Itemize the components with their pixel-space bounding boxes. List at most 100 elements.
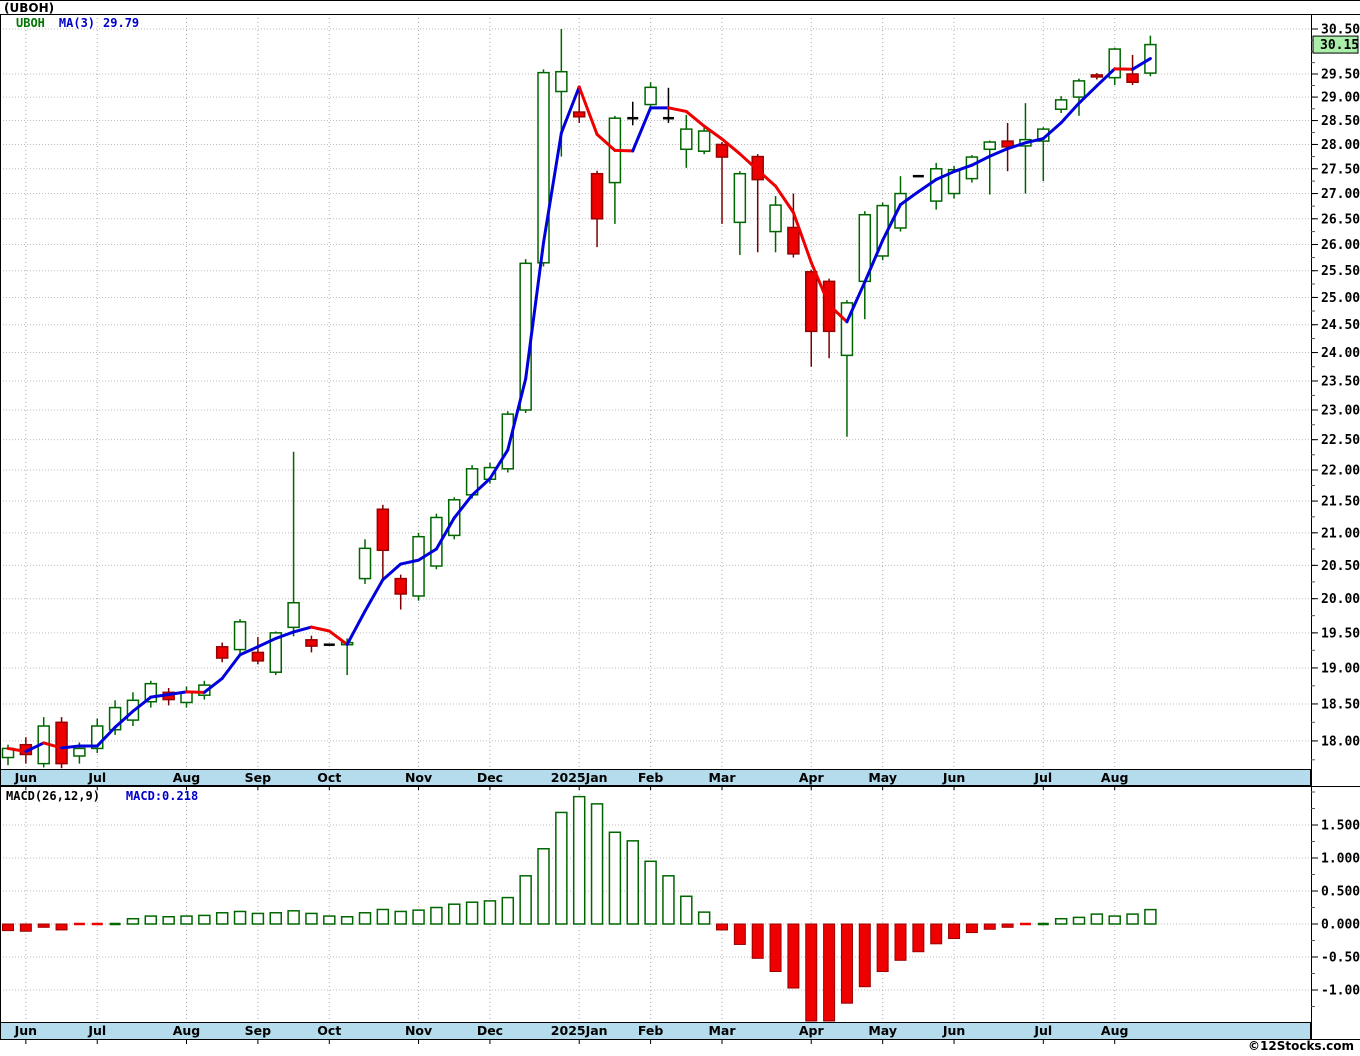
macd-bar-positive: [126, 917, 140, 925]
ma-line-segment: [631, 106, 653, 153]
ma-line-segment: [666, 106, 688, 113]
candlestick-up: [519, 262, 532, 411]
macd-dash: [73, 922, 85, 926]
price-axis-label: 26.50: [1321, 212, 1360, 227]
macd-bar-positive: [412, 909, 425, 925]
ma-line-segment: [542, 131, 563, 245]
month-label: Nov: [405, 770, 432, 785]
macd-bar-positive: [323, 915, 336, 925]
macd-bar-negative: [787, 923, 800, 989]
ma-line-segment: [381, 562, 403, 582]
ma-line-segment: [345, 609, 367, 646]
ma-line-segment: [1077, 84, 1099, 105]
macd-bar-positive: [162, 915, 175, 925]
macd-bar-positive: [233, 910, 247, 925]
month-label: Aug: [173, 770, 201, 785]
price-axis-label: 27.00: [1321, 187, 1360, 202]
macd-bar-negative: [37, 923, 50, 928]
macd-bar-positive: [1054, 917, 1068, 925]
macd-bar-positive: [215, 912, 229, 925]
ma-line-segment: [774, 184, 795, 215]
price-axis-label: 22.00: [1321, 464, 1360, 479]
month-label: Mar: [708, 1023, 736, 1038]
month-label: Jun: [14, 770, 37, 785]
candlestick-down: [251, 651, 265, 662]
price-axis-label: 19.50: [1321, 626, 1360, 641]
macd-bar-positive: [430, 906, 443, 925]
candlestick-up: [894, 192, 907, 229]
month-label: Dec: [477, 770, 503, 785]
month-label: Dec: [477, 1023, 503, 1038]
candlestick-up: [91, 725, 104, 750]
macd-bar-negative: [1001, 923, 1014, 928]
price-axis-label: 19.00: [1321, 661, 1360, 676]
macd-bar-positive: [198, 914, 211, 925]
macd-bar-negative: [983, 923, 996, 930]
macd-bar-positive: [697, 911, 711, 925]
macd-axis-label: 0.000: [1321, 918, 1360, 933]
price-axis-label: 20.00: [1321, 592, 1360, 607]
site-watermark: ©12Stocks.com: [1248, 1039, 1354, 1053]
macd-dash: [1037, 922, 1049, 926]
month-label: Apr: [799, 770, 825, 785]
macd-bar-positive: [626, 840, 639, 925]
macd-bar-positive: [662, 875, 675, 925]
candlestick-down: [215, 646, 229, 659]
month-label: Nov: [405, 1023, 432, 1038]
macd-dash: [1019, 922, 1031, 926]
ma-line-segment: [238, 645, 260, 657]
candlestick-up: [358, 547, 372, 580]
candlestick-up: [947, 169, 961, 195]
macd-bar-positive: [251, 912, 265, 925]
price-axis-label: 26.00: [1321, 238, 1360, 253]
ma-line-segment: [720, 137, 742, 156]
price-axis-label: 18.00: [1321, 734, 1360, 749]
macd-bar-negative: [2, 923, 14, 932]
ma-line-segment: [702, 124, 724, 141]
ma-line-segment: [131, 695, 153, 713]
ma-line-segment: [791, 211, 813, 264]
price-axis-label: 28.00: [1321, 138, 1360, 153]
ma-line-segment: [934, 170, 956, 181]
macd-bar-positive: [1144, 908, 1157, 925]
month-label: Aug: [173, 1023, 201, 1038]
macd-bar-positive: [1108, 915, 1121, 925]
ma-line-segment: [559, 85, 581, 135]
candlestick-up: [697, 130, 711, 152]
last-price-badge: [1312, 35, 1359, 54]
candlestick-up: [769, 204, 782, 233]
macd-bar-negative: [840, 923, 853, 1004]
macd-axis-label: -0.500: [1321, 951, 1360, 966]
candlestick-up: [840, 302, 854, 357]
ma-line-segment: [577, 85, 599, 136]
ma-line-segment: [1041, 121, 1063, 141]
month-label: Sep: [245, 770, 271, 785]
candlestick-up: [983, 141, 996, 151]
ma-line-segment: [1023, 137, 1045, 145]
macd-bar-negative: [948, 923, 961, 940]
price-axis-label: 22.50: [1321, 433, 1360, 448]
ma-line-segment: [202, 676, 224, 694]
price-axis-label: 21.50: [1321, 495, 1360, 510]
macd-bar-positive: [269, 912, 282, 925]
ma-line-segment: [988, 147, 1010, 158]
candlestick-down: [305, 639, 318, 647]
price-axis-label: 25.00: [1321, 291, 1360, 306]
price-axis-label: 23.00: [1321, 404, 1360, 419]
macd-header: MACD(26,12,9) MACD:0.218: [6, 789, 198, 803]
candlestick-down: [376, 508, 390, 552]
macd-bar-negative: [930, 923, 943, 945]
month-label: 2025Jan: [551, 1023, 608, 1038]
price-axis-label: 24.00: [1321, 346, 1360, 361]
ma-line-segment: [738, 152, 760, 172]
macd-bar-positive: [537, 848, 550, 925]
candlestick-up: [680, 128, 693, 151]
ma-line-segment: [756, 168, 778, 188]
candlestick-up: [644, 86, 657, 106]
macd-bar-positive: [144, 915, 158, 925]
ma-line-segment: [6, 746, 28, 753]
candlestick-up: [108, 706, 122, 731]
price-axis-label: 23.50: [1321, 374, 1360, 389]
